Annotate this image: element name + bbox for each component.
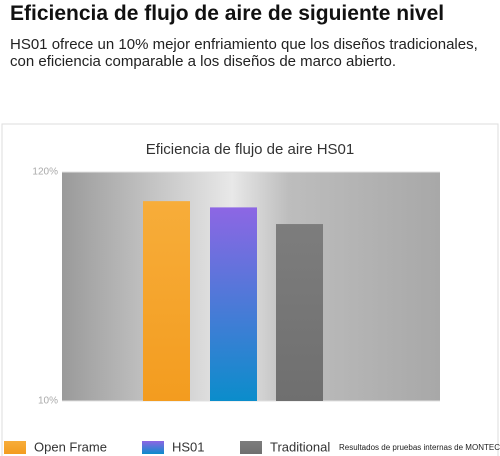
legend-swatch: [240, 441, 262, 454]
legend-label: Open Frame: [34, 439, 107, 454]
chart-title: Eficiencia de flujo de aire HS01: [146, 141, 354, 158]
legend-swatch: [142, 441, 164, 454]
bar: [210, 207, 257, 401]
header: Eficiencia de flujo de aire de siguiente…: [10, 2, 495, 70]
note: Resultados de pruebas internas de MONTEC…: [339, 443, 500, 452]
legend-label: HS01: [172, 439, 205, 454]
bar: [276, 224, 323, 401]
legend-swatch: [4, 441, 26, 454]
bar: [143, 201, 190, 401]
description: HS01 ofrece un 10% mejor enfriamiento qu…: [10, 36, 478, 70]
y-tick-label: 120%: [32, 167, 58, 178]
legend-label: Traditional: [270, 439, 330, 454]
heading: Eficiencia de flujo de aire de siguiente…: [10, 2, 445, 25]
y-tick-label: 10%: [38, 396, 58, 407]
